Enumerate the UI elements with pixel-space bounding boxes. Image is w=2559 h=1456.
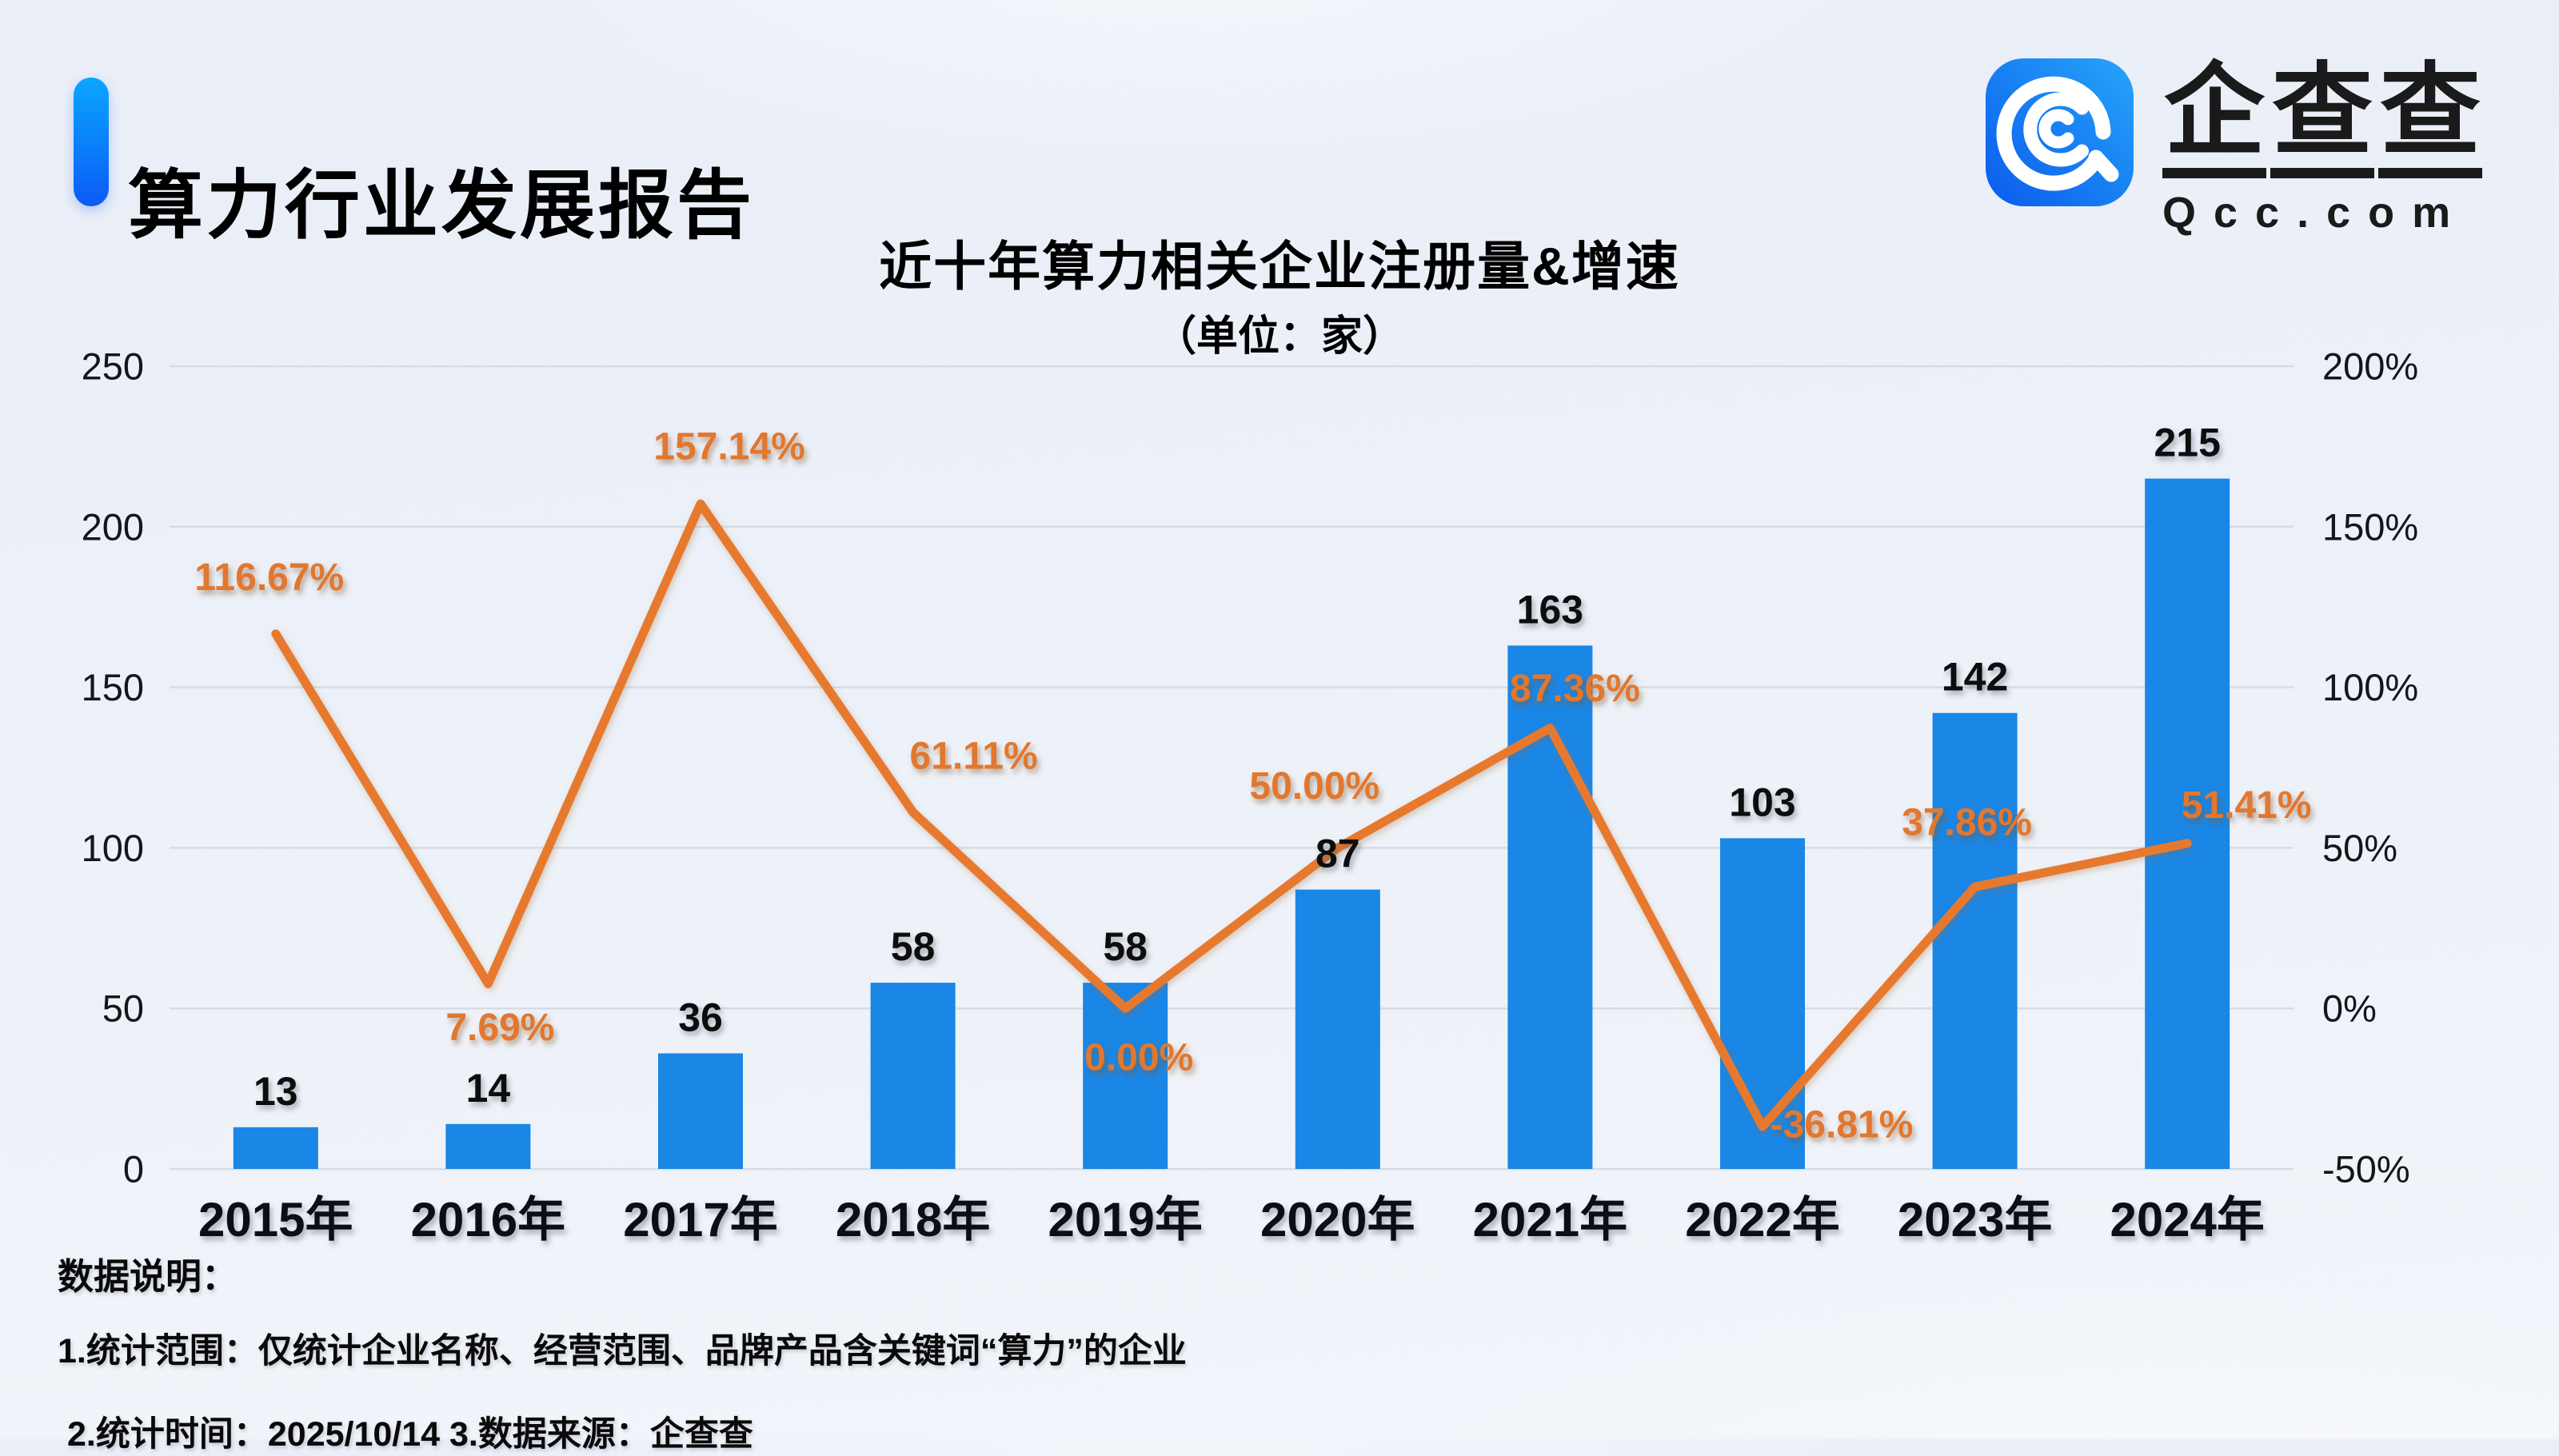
bar-2017年 <box>658 1053 743 1169</box>
growth-label-2019年: 0.00% <box>1084 1037 1193 1079</box>
bar-value-label-2019年: 58 <box>1103 924 1148 969</box>
logo-brand-char: 查 <box>2270 58 2374 179</box>
bar-value-label-2018年: 58 <box>891 924 936 969</box>
growth-label-2020年: 50.00% <box>1249 765 1379 808</box>
footer-heading: 数据说明： <box>58 1256 238 1297</box>
x-tick-2020年: 2020年 <box>1260 1193 1415 1247</box>
bar-2018年 <box>870 983 956 1169</box>
x-tick-2021年: 2021年 <box>1473 1193 1627 1247</box>
x-tick-2019年: 2019年 <box>1048 1193 1202 1247</box>
x-tick-2024年: 2024年 <box>2110 1193 2264 1247</box>
bar-value-label-2021年: 163 <box>1517 587 1583 632</box>
title-accent-bar <box>74 78 109 206</box>
bar-value-label-2016年: 14 <box>466 1066 511 1111</box>
bar-value-label-2023年: 142 <box>1942 655 2008 700</box>
x-tick-2015年: 2015年 <box>198 1193 353 1247</box>
logo-brand-text: 企查查 <box>2162 58 2486 179</box>
growth-line <box>271 499 2192 1131</box>
y-tick-right--50%: -50% <box>2322 1148 2410 1191</box>
growth-label-2018年: 61.11% <box>910 735 1038 777</box>
x-tick-2017年: 2017年 <box>623 1193 777 1247</box>
logo-text: 企查查 Qcc.com <box>2162 58 2486 237</box>
chart-title: 近十年算力相关企业注册量&增速 <box>879 237 1680 296</box>
growth-label-2017年: 157.14% <box>653 426 805 469</box>
footer-note-time-source: 2.统计时间：2025/10/14 3.数据来源：企查查 <box>67 1415 753 1454</box>
y-tick-right-100%: 100% <box>2322 666 2418 708</box>
bar-value-label-2024年: 215 <box>2154 421 2220 465</box>
bar-value-label-2022年: 103 <box>1729 780 1795 824</box>
bar-2015年 <box>233 1127 318 1169</box>
bar-2019年 <box>1083 983 1168 1169</box>
bar-2016年 <box>445 1123 531 1169</box>
growth-label-2021年: 87.36% <box>1510 668 1640 710</box>
footer-note-scope: 1.统计范围：仅统计企业名称、经营范围、品牌产品含关键词“算力”的企业 <box>58 1332 1187 1370</box>
y-tick-right-0%: 0% <box>2322 987 2377 1030</box>
growth-label-2022年: -36.81% <box>1771 1104 1914 1147</box>
footer-notes: 数据说明： 1.统计范围：仅统计企业名称、经营范围、品牌产品含关键词“算力”的企… <box>58 1247 1187 1456</box>
bar-value-label-2017年: 36 <box>678 995 723 1039</box>
chart-subtitle: （单位：家） <box>1154 313 1404 360</box>
bar-value-label-2020年: 87 <box>1315 832 1360 876</box>
bar-2022年 <box>1720 838 1805 1169</box>
x-tick-2022年: 2022年 <box>1685 1193 1839 1247</box>
growth-label-2015年: 116.67% <box>194 556 344 599</box>
y-tick-left-100: 100 <box>82 827 144 869</box>
growth-label-2016年: 7.69% <box>445 1007 554 1049</box>
x-tick-2018年: 2018年 <box>836 1193 990 1247</box>
y-tick-left-0: 0 <box>123 1148 144 1191</box>
qcc-magnifier-icon <box>1986 58 2134 206</box>
qcc-logo: 企查查 Qcc.com <box>1986 58 2486 237</box>
y-tick-right-200%: 200% <box>2322 345 2418 388</box>
logo-domain-text: Qcc.com <box>2162 189 2469 237</box>
y-tick-left-150: 150 <box>82 666 144 708</box>
logo-brand-char: 查 <box>2378 58 2482 179</box>
growth-label-2023年: 37.86% <box>1902 802 2032 844</box>
y-tick-left-50: 50 <box>102 987 144 1030</box>
bar-2024年 <box>2145 478 2230 1169</box>
growth-label-2024年: 51.41% <box>2182 784 2312 827</box>
y-tick-left-250: 250 <box>82 345 144 388</box>
y-tick-left-200: 200 <box>82 505 144 548</box>
bar-2020年 <box>1295 889 1380 1169</box>
bar-value-label-2015年: 13 <box>254 1069 298 1114</box>
y-tick-right-150%: 150% <box>2322 505 2418 548</box>
bar-2023年 <box>1932 712 2018 1169</box>
x-tick-2023年: 2023年 <box>1898 1193 2052 1247</box>
logo-brand-char: 企 <box>2162 58 2266 179</box>
y-tick-right-50%: 50% <box>2322 827 2397 869</box>
x-tick-2016年: 2016年 <box>411 1193 565 1247</box>
page-title: 算力行业发展报告 <box>128 162 756 247</box>
